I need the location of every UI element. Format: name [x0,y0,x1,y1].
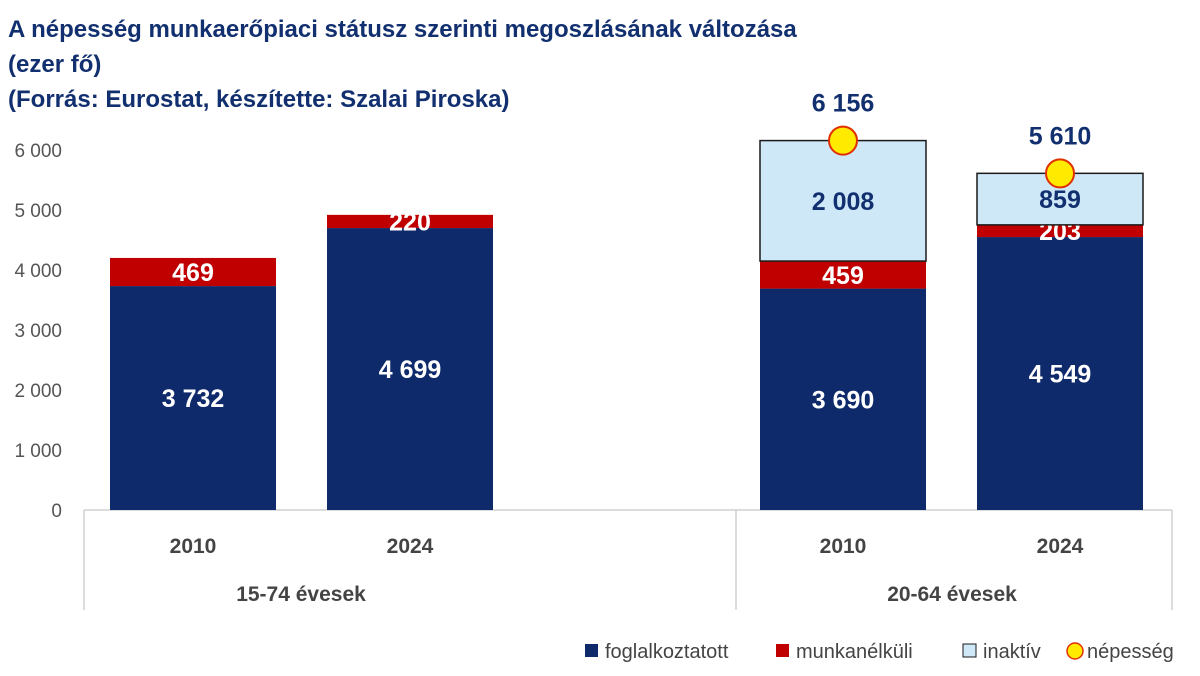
y-tick-label: 6 000 [14,141,62,162]
data-label: 3 690 [812,386,875,414]
total-label: 5 610 [1029,122,1092,150]
data-label: 459 [822,262,864,290]
x-tick-label: 2024 [387,535,434,558]
bar-segment-foglalkoztatott [327,228,493,510]
group-label: 20-64 évesek [887,583,1017,606]
chart-title-line-3: (Forrás: Eurostat, készítette: Szalai Pi… [8,86,510,113]
legend-swatch [1066,642,1084,660]
data-label: 859 [1039,186,1081,214]
legend-label: foglalkoztatott [605,641,729,663]
bar-segment-munkanélküli [760,261,926,289]
data-label: 4 549 [1029,361,1092,389]
bar-segment-foglalkoztatott [760,288,926,510]
data-label: 469 [172,259,214,287]
bar-segment-munkanélküli [977,224,1143,238]
data-label: 3 732 [162,385,225,413]
x-tick-label: 2024 [1037,535,1084,558]
legend-swatch [962,643,977,658]
total-label: 6 156 [812,90,875,118]
legend-label: inaktív [983,641,1041,663]
y-tick-label: 5 000 [14,201,62,222]
y-tick-label: 4 000 [14,261,62,282]
legend-label: munkanélküli [796,641,913,663]
x-tick-label: 2010 [820,535,867,558]
bar-segment-foglalkoztatott [110,286,276,510]
legend-swatch [776,644,789,657]
data-label: 4 699 [379,356,442,384]
data-label: 220 [389,208,431,236]
y-tick-label: 2 000 [14,381,62,402]
population-marker [1045,158,1075,189]
chart-title: A népesség munkaerőpiaci státusz szerint… [8,12,797,117]
y-tick-label: 1 000 [14,441,62,462]
bar-segment-munkanélküli [110,257,276,287]
group-label: 15-74 évesek [236,583,366,606]
population-marker [828,125,858,156]
y-tick-label: 3 000 [14,321,62,342]
chart-title-line-1: A népesség munkaerőpiaci státusz szerint… [8,16,797,43]
bar-segment-munkanélküli [327,214,493,229]
y-tick-label: 0 [51,501,62,522]
bar-segment-foglalkoztatott [977,237,1143,510]
x-tick-label: 2010 [170,535,217,558]
legend-label: népesség [1087,641,1174,663]
data-label: 2 008 [812,188,875,216]
chart-title-line-2: (ezer fő) [8,51,102,78]
legend-swatch [585,644,598,657]
